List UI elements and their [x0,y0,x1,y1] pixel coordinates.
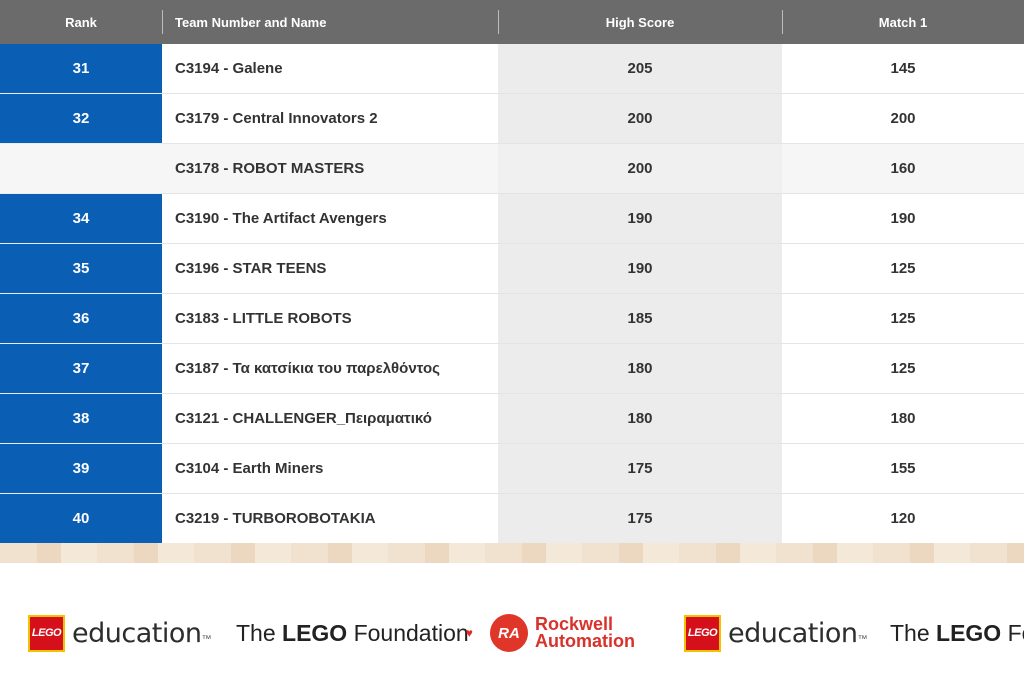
trademark-mark: ™ [201,634,212,645]
table-row: 34 C3190 - The Artifact Avengers 190 190 [0,193,1024,244]
header-separator [782,10,783,34]
education-wordmark: education [728,617,858,649]
rockwell-automation-logo[interactable]: RA Rockwell Automation [490,613,635,653]
team-cell: C3178 - ROBOT MASTERS [162,143,498,194]
high-score-cell: 180 [498,343,782,394]
leaderboard-table: Rank Team Number and Name High Score Mat… [0,0,1024,544]
table-row: 40 C3219 - TURBOROBOTAKIA 175 120 [0,493,1024,544]
table-header-row: Rank Team Number and Name High Score Mat… [0,0,1024,44]
header-match1-label: Match 1 [878,14,928,30]
lego-foundation-logo[interactable]: The LEGO Foundation ♥ [236,613,473,653]
table-row: 35 C3196 - STAR TEENS 190 125 [0,243,1024,294]
header-high-score[interactable]: High Score [498,0,782,44]
match1-cell: 125 [782,293,1024,344]
match1-cell: 145 [782,44,1024,94]
rank-cell: 39 [0,443,162,494]
rank-cell: 37 [0,343,162,394]
rank-cell: 31 [0,44,162,94]
automation-line: Automation [535,631,635,651]
team-cell: C3194 - Galene [162,44,498,94]
team-cell: C3219 - TURBOROBOTAKIA [162,493,498,544]
rockwell-line: Rockwell [535,614,614,634]
match1-cell: 200 [782,93,1024,144]
rank-cell: 33 [0,143,162,194]
team-cell: C3183 - LITTLE ROBOTS [162,293,498,344]
team-cell: C3179 - Central Innovators 2 [162,93,498,144]
match1-cell: 125 [782,343,1024,394]
foundation-word-partial: Fo [1007,619,1024,646]
header-team[interactable]: Team Number and Name [162,0,498,44]
rank-cell: 38 [0,393,162,444]
header-separator [162,10,163,34]
table-row: 37 C3187 - Τα κατσίκια του παρελθόντος 1… [0,343,1024,394]
header-high-score-label: High Score [605,14,675,30]
rank-cell: 32 [0,93,162,144]
rockwell-ra-icon: RA [490,614,528,652]
high-score-cell: 175 [498,443,782,494]
header-rank[interactable]: Rank [0,0,162,44]
table-row: 32 C3179 - Central Innovators 2 200 200 [0,93,1024,144]
lego-education-logo-2[interactable]: LEGO education ™ [684,613,867,653]
table-row: 39 C3104 - Earth Miners 175 155 [0,443,1024,494]
rank-cell: 34 [0,193,162,244]
high-score-cell: 200 [498,93,782,144]
trademark-mark: ™ [857,634,868,645]
team-cell: C3187 - Τα κατσίκια του παρελθόντος [162,343,498,394]
team-cell: C3104 - Earth Miners [162,443,498,494]
table-row: 36 C3183 - LITTLE ROBOTS 185 125 [0,293,1024,344]
high-score-cell: 175 [498,493,782,544]
match1-cell: 155 [782,443,1024,494]
heart-icon: ♥ [465,626,473,640]
match1-cell: 160 [782,143,1024,194]
team-cell: C3190 - The Artifact Avengers [162,193,498,244]
foundation-the: The [890,619,930,646]
lego-education-logo[interactable]: LEGO education ™ [28,613,211,653]
match1-cell: 190 [782,193,1024,244]
rank-cell: 36 [0,293,162,344]
lego-foundation-logo-2[interactable]: The LEGO Fo [890,613,1024,653]
high-score-cell: 185 [498,293,782,344]
match1-cell: 120 [782,493,1024,544]
foundation-lego: LEGO [282,619,348,646]
match1-cell: 180 [782,393,1024,444]
header-separator [498,10,499,34]
rockwell-wordmark: Rockwell Automation [535,614,635,651]
high-score-cell: 190 [498,243,782,294]
lego-brick-icon: LEGO [28,614,65,652]
high-score-cell: 205 [498,44,782,94]
header-match1[interactable]: Match 1 [782,0,1024,44]
table-row: 38 C3121 - CHALLENGER_Πειραματικό 180 18… [0,393,1024,444]
foundation-the: The [236,619,276,646]
team-cell: C3121 - CHALLENGER_Πειραματικό [162,393,498,444]
rank-cell: 40 [0,493,162,544]
foundation-word: Foundation [353,619,469,646]
table-row: 31 C3194 - Galene 205 145 [0,44,1024,94]
team-cell: C3196 - STAR TEENS [162,243,498,294]
header-team-label: Team Number and Name [175,14,327,30]
high-score-cell: 190 [498,193,782,244]
foundation-lego: LEGO [936,619,1002,646]
table-row-highlighted: 33 C3178 - ROBOT MASTERS 200 160 [0,143,1024,194]
education-wordmark: education [72,617,202,649]
sponsor-strip: LEGO education ™ The LEGO Foundation ♥ RA… [0,563,1024,683]
high-score-cell: 180 [498,393,782,444]
match1-cell: 125 [782,243,1024,294]
lego-brick-icon: LEGO [684,614,721,652]
rank-cell: 35 [0,243,162,294]
high-score-cell: 200 [498,143,782,194]
torn-paper-divider [0,543,1024,563]
